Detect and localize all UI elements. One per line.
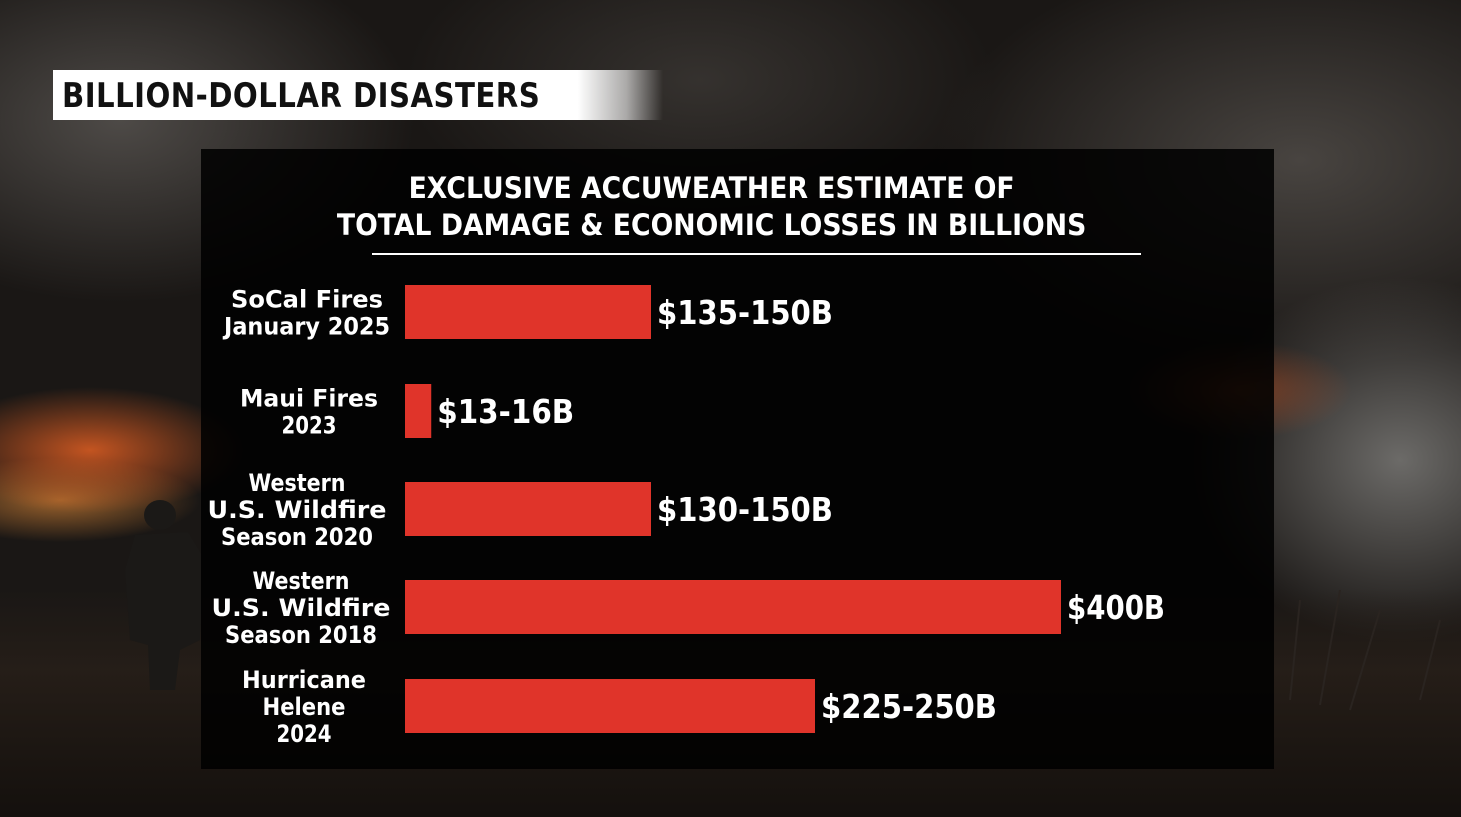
category-label-1-line-1: 2023 xyxy=(282,412,337,440)
category-label-4-line-2: 2024 xyxy=(277,720,332,748)
category-label-0-line-1: January 2025 xyxy=(222,313,390,341)
bar-4 xyxy=(405,679,815,733)
category-label-3-line-0: Western xyxy=(253,567,350,595)
bar-3 xyxy=(405,580,1061,634)
bar-0 xyxy=(405,285,651,339)
category-label-0-line-0: SoCal Fires xyxy=(231,286,383,314)
category-label-4-line-0: Hurricane xyxy=(242,666,366,694)
value-label-1: $13-16B xyxy=(437,392,574,431)
headline-title: BILLION-DOLLAR DISASTERS xyxy=(62,76,541,116)
category-label-2-line-0: Western xyxy=(249,469,346,497)
value-label-2: $130-150B xyxy=(657,490,833,529)
title-underline xyxy=(372,253,1141,255)
value-label-3: $400B xyxy=(1067,588,1165,627)
bar-2 xyxy=(405,482,651,536)
category-label-3-line-2: Season 2018 xyxy=(225,621,377,649)
category-label-4-line-1: Helene xyxy=(263,693,346,721)
category-label-1-line-0: Maui Fires xyxy=(240,385,378,413)
headline-banner xyxy=(53,70,663,120)
category-label-2-line-1: U.S. Wildfire xyxy=(208,496,387,524)
chart-title-line-2: TOTAL DAMAGE & ECONOMIC LOSSES IN BILLIO… xyxy=(336,208,1087,242)
chart-panel xyxy=(201,149,1274,769)
chart-title-line-1: EXCLUSIVE ACCUWEATHER ESTIMATE OF xyxy=(408,171,1015,205)
category-label-3-line-1: U.S. Wildfire xyxy=(212,594,391,622)
category-label-2-line-2: Season 2020 xyxy=(221,523,373,551)
bar-1 xyxy=(405,384,432,438)
value-label-4: $225-250B xyxy=(821,687,997,726)
chart-title: EXCLUSIVE ACCUWEATHER ESTIMATE OF TOTAL … xyxy=(201,170,1222,244)
value-label-0: $135-150B xyxy=(657,293,833,332)
